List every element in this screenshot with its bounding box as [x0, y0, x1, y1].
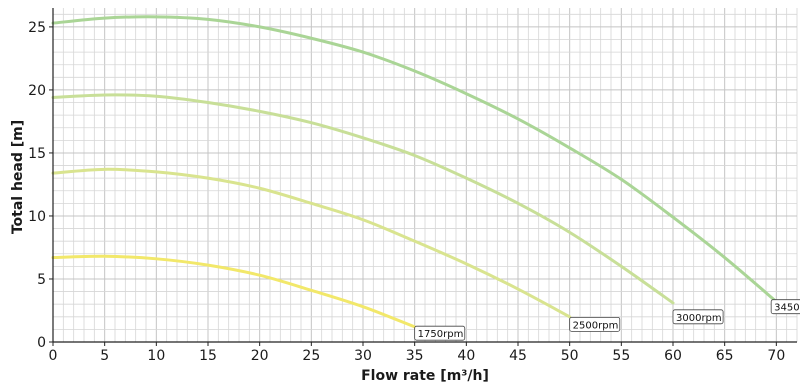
curve-label-text: 3450rpm: [774, 303, 800, 314]
y-tick-label: 25: [28, 20, 46, 36]
x-tick-label: 35: [406, 348, 424, 364]
curve-label-2500rpm: 2500rpm: [569, 316, 621, 332]
series-line-2500rpm: [51, 167, 572, 319]
y-tick-label: 15: [28, 146, 46, 162]
y-tick-label: 5: [37, 272, 46, 288]
x-tick-label: 10: [147, 348, 165, 364]
curve-label-box: [672, 309, 724, 325]
x-tick-label: 50: [561, 348, 579, 364]
x-tick-label: 65: [716, 348, 734, 364]
x-tick-label: 5: [100, 348, 109, 364]
x-tick-label: 30: [354, 348, 372, 364]
x-tick-label: 40: [457, 348, 475, 364]
curve-label-text: 1750rpm: [418, 329, 464, 340]
curve-label-box: [414, 325, 466, 341]
x-tick-label: 70: [767, 348, 785, 364]
curve-labels: 1750rpm 2500rpm 3000rpm 3450rpm: [414, 299, 800, 341]
x-tick-label: 55: [612, 348, 630, 364]
curve-label-1750rpm: 1750rpm: [414, 325, 466, 341]
grid: [52, 8, 798, 343]
x-tick-label: 25: [302, 348, 320, 364]
y-tick-label: 10: [28, 209, 46, 225]
series-line-3450rpm: [51, 15, 778, 304]
series-line-1750rpm: [51, 254, 417, 329]
curves: [51, 15, 778, 329]
x-tick-label: 0: [49, 348, 58, 364]
curve-label-text: 2500rpm: [573, 320, 619, 331]
curve-label-box: [770, 299, 800, 315]
curve-label-text: 3000rpm: [676, 313, 722, 324]
x-tick-label: 60: [664, 348, 682, 364]
y-tick-label: 20: [28, 83, 46, 99]
curve-label-box: [569, 316, 621, 332]
curve-label-3450rpm: 3450rpm: [770, 299, 800, 315]
x-tick-label: 20: [251, 348, 269, 364]
y-tick-label: 0: [37, 335, 46, 351]
y-axis-title: Total head [m]: [10, 120, 26, 234]
x-tick-label: 15: [199, 348, 217, 364]
x-axis-title: Flow rate [m³/h]: [361, 368, 489, 384]
x-tick-label: 45: [509, 348, 527, 364]
curve-label-3000rpm: 3000rpm: [672, 309, 724, 325]
axes: 0 5 10 15 20 25 30 35 40 45 50 55 60 65 70 0 5 10 15 20 25: [28, 8, 797, 364]
series-line-3000rpm: [51, 93, 675, 305]
